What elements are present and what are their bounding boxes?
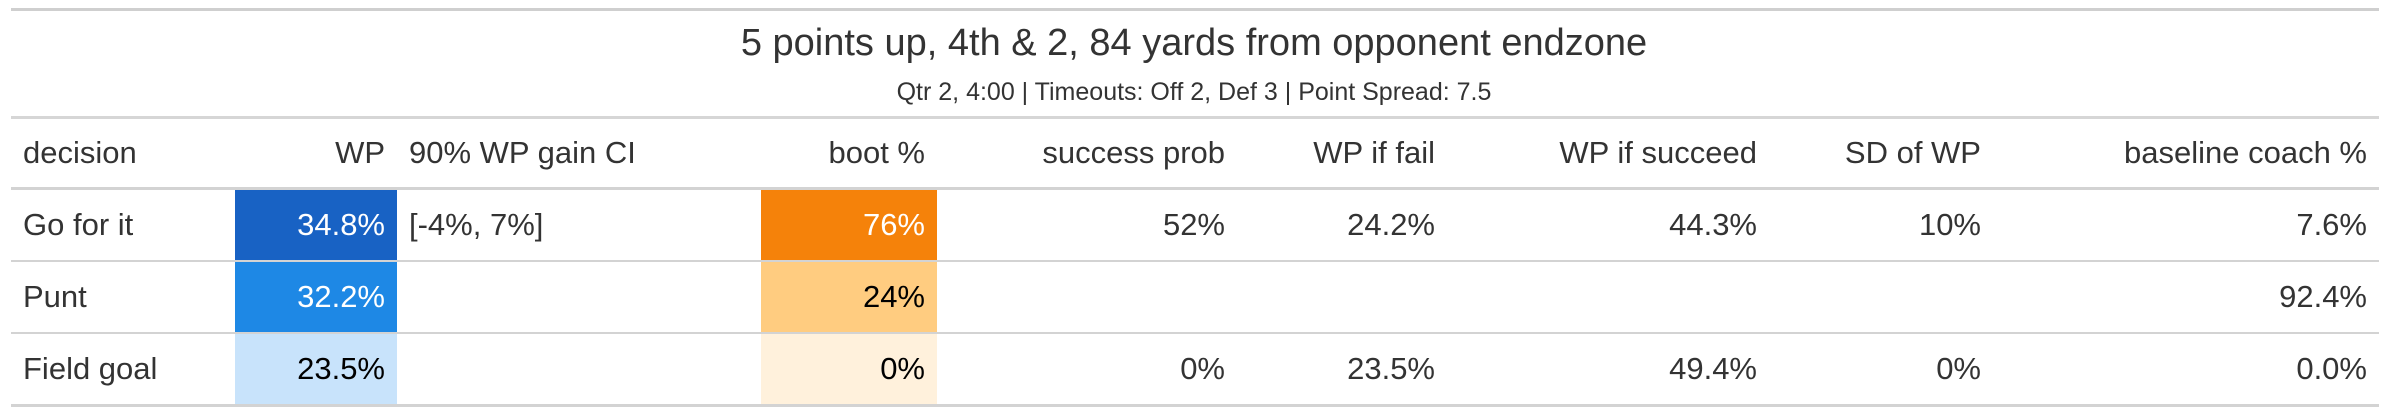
table-row: Punt 32.2% 24% 92.4%: [11, 261, 2379, 333]
col-header-wp-if-succeed: WP if succeed: [1559, 135, 1757, 170]
sd-of-wp-cell: [1769, 261, 1993, 333]
wp-gain-ci-cell: [397, 333, 761, 406]
table-row: Go for it 34.8% [-4%, 7%] 76% 52% 24.2% …: [11, 188, 2379, 261]
wp-if-fail-cell: 24.2%: [1347, 207, 1435, 242]
success-prob-cell: 0%: [1180, 351, 1225, 386]
boot-cell: 0%: [761, 333, 937, 406]
col-header-wp-if-fail: WP if fail: [1313, 135, 1435, 170]
sd-of-wp-cell: 10%: [1918, 207, 1981, 242]
wp-gain-ci-cell: [-4%, 7%]: [409, 207, 544, 242]
sd-of-wp-cell: 0%: [1936, 351, 1981, 386]
wp-cell: 34.8%: [235, 188, 397, 261]
wp-if-succeed-cell: 44.3%: [1669, 207, 1757, 242]
wp-if-fail-cell: [1237, 261, 1447, 333]
table-row: Field goal 23.5% 0% 0% 23.5% 49.4% 0% 0.…: [11, 333, 2379, 406]
header-row: decision WP 90% WP gain CI boot % succes…: [11, 119, 2379, 189]
baseline-coach-cell: 92.4%: [2279, 279, 2367, 314]
heading-rule: [11, 116, 2379, 119]
baseline-coach-cell: 7.6%: [2296, 207, 2367, 242]
decision-cell: Punt: [23, 279, 87, 314]
baseline-coach-cell: 0.0%: [2296, 351, 2367, 386]
col-header-boot: boot %: [828, 135, 925, 170]
wp-if-succeed-cell: 49.4%: [1669, 351, 1757, 386]
col-header-decision: decision: [23, 135, 137, 170]
decision-cell: Field goal: [23, 351, 158, 386]
wp-if-fail-cell: 23.5%: [1347, 351, 1435, 386]
table-title: 5 points up, 4th & 2, 84 yards from oppo…: [740, 22, 1648, 64]
col-header-wp: WP: [335, 135, 385, 170]
col-header-wp-gain-ci: 90% WP gain CI: [409, 135, 636, 170]
boot-cell: 76%: [761, 188, 937, 261]
decision-cell: Go for it: [23, 207, 134, 242]
decision-table: decision WP 90% WP gain CI boot % succes…: [11, 119, 2379, 407]
wp-cell: 23.5%: [235, 333, 397, 406]
boot-cell: 24%: [761, 261, 937, 333]
wp-if-succeed-cell: [1447, 261, 1769, 333]
table-subtitle: Qtr 2, 4:00 | Timeouts: Off 2, Def 3 | P…: [896, 78, 1492, 106]
col-header-sd-of-wp: SD of WP: [1844, 135, 1981, 170]
col-header-success-prob: success prob: [1042, 135, 1225, 170]
success-prob-cell: 52%: [1162, 207, 1225, 242]
col-header-baseline-coach: baseline coach %: [2124, 135, 2367, 170]
wp-cell: 32.2%: [235, 261, 397, 333]
success-prob-cell: [937, 261, 1237, 333]
wp-gain-ci-cell: [397, 261, 761, 333]
top-rule: [11, 8, 2379, 11]
